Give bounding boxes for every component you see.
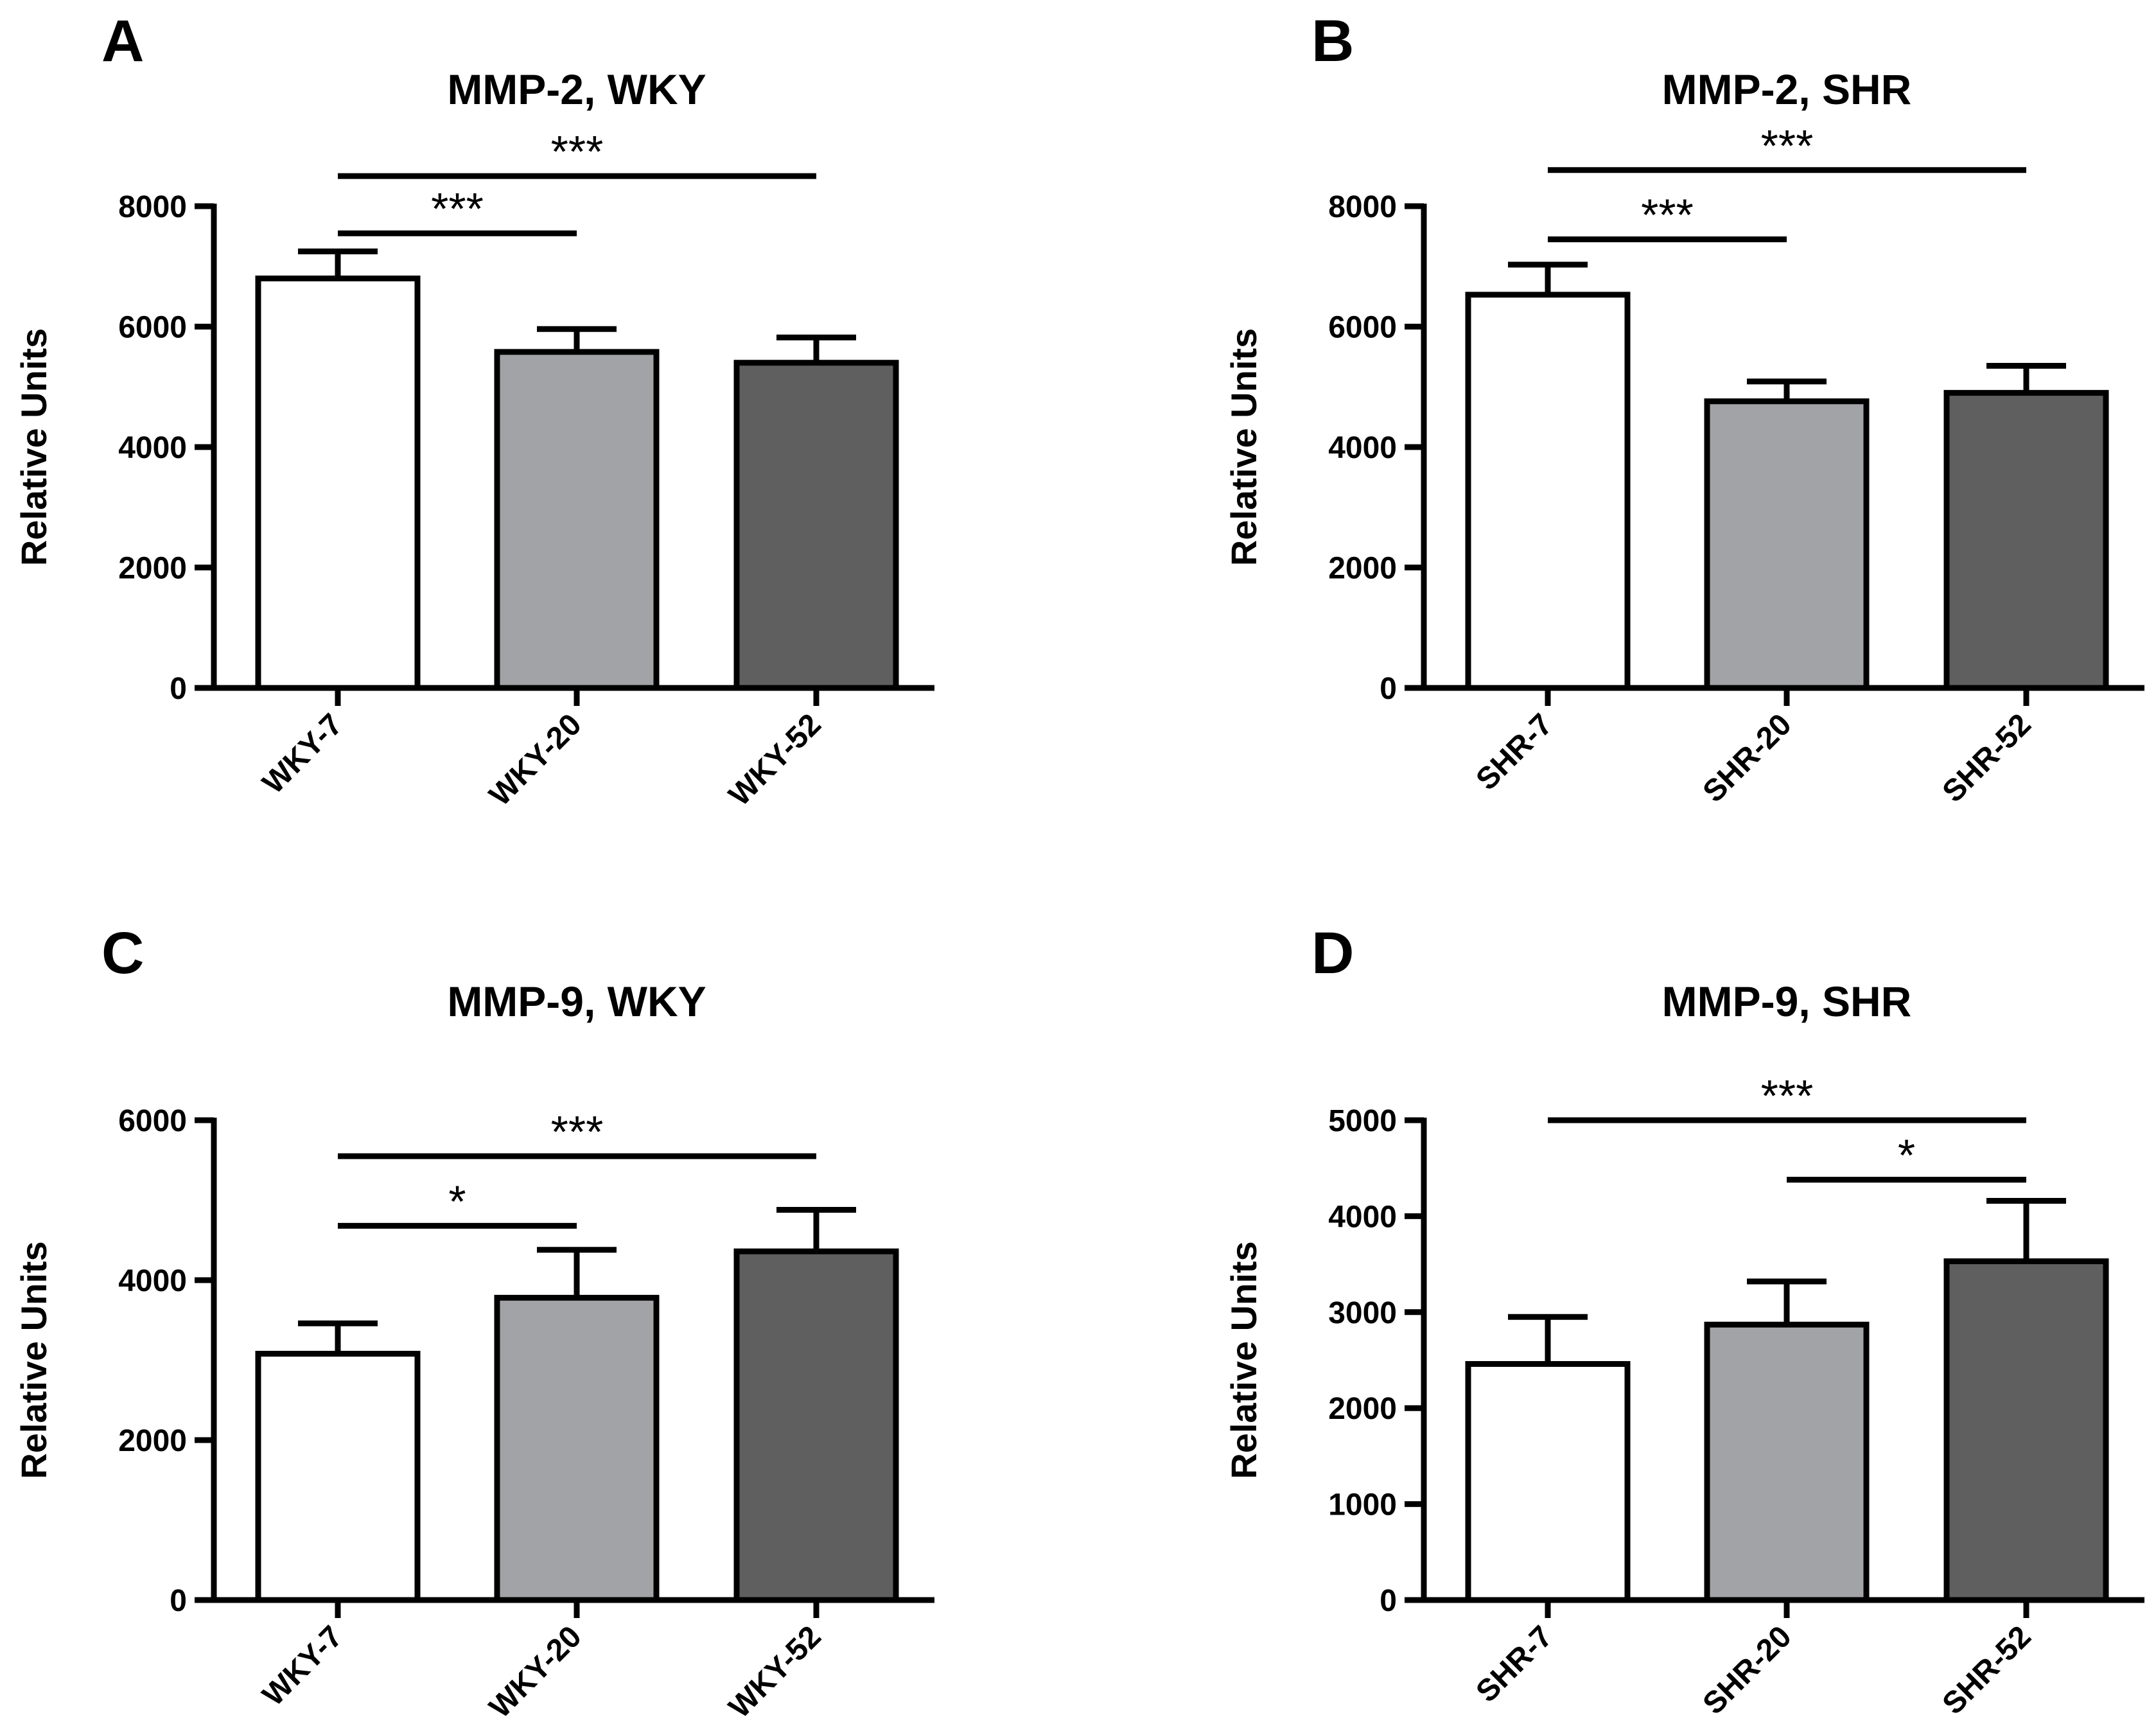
bar xyxy=(1465,292,1631,691)
significance-label: *** xyxy=(551,127,604,177)
bar xyxy=(1704,1321,1870,1603)
y-axis-label: Relative Units xyxy=(13,1241,54,1479)
y-tick-label: 4000 xyxy=(118,1264,187,1298)
significance-label: *** xyxy=(1641,190,1694,240)
category-label: WKY-7 xyxy=(256,1619,349,1712)
chart-title: MMP-9, WKY xyxy=(447,978,706,1025)
bar xyxy=(255,276,421,691)
significance-label: * xyxy=(448,1176,466,1226)
category-label: WKY-52 xyxy=(723,1619,828,1725)
panel-letter: D xyxy=(1311,920,1354,986)
bar xyxy=(733,1248,899,1603)
bar xyxy=(1465,1360,1631,1603)
significance-label: *** xyxy=(431,184,484,234)
panel-d: D MMP-9, SHR Relative Units 0 1000 2000 3000 40… xyxy=(1223,920,2144,1721)
panel-a: A MMP-2, WKY Relative Units 0 2000 4000 6000 80… xyxy=(13,8,934,813)
y-tick-label: 2000 xyxy=(118,552,187,586)
y-tick-label: 0 xyxy=(170,672,187,706)
y-tick-label: 8000 xyxy=(118,190,187,224)
y-tick-label: 0 xyxy=(170,1584,187,1618)
y-tick-label: 0 xyxy=(1380,1584,1397,1618)
category-label: SHR-20 xyxy=(1697,707,1798,809)
panel-b: B MMP-2, SHR Relative Units 0 2000 4000 6000 80… xyxy=(1223,8,2144,809)
y-tick-label: 6000 xyxy=(1328,311,1397,345)
y-axis-label: Relative Units xyxy=(1223,328,1264,566)
y-axis-label: Relative Units xyxy=(1223,1241,1264,1479)
bar xyxy=(1704,398,1870,691)
y-tick-label: 4000 xyxy=(1328,1200,1397,1234)
chart-title: MMP-2, SHR xyxy=(1662,66,1912,113)
significance-label: * xyxy=(1898,1130,1915,1181)
panel-c: C MMP-9, WKY Relative Units 0 2000 4000 6000 WK… xyxy=(13,920,934,1725)
y-tick-label: 3000 xyxy=(1328,1296,1397,1330)
category-label: SHR-20 xyxy=(1697,1619,1798,1721)
bar xyxy=(1943,1258,2109,1603)
significance-label: *** xyxy=(1761,1071,1814,1121)
bar xyxy=(733,360,899,691)
category-label: SHR-7 xyxy=(1469,1619,1559,1709)
chart-title: MMP-2, WKY xyxy=(447,66,706,113)
bar xyxy=(494,1294,660,1603)
bar xyxy=(255,1351,421,1603)
y-tick-label: 5000 xyxy=(1328,1104,1397,1138)
panel-letter: B xyxy=(1311,8,1354,74)
y-tick-label: 6000 xyxy=(118,311,187,345)
y-tick-label: 4000 xyxy=(118,431,187,465)
significance-label: *** xyxy=(551,1107,604,1157)
category-label: WKY-52 xyxy=(723,707,828,813)
significance-label: *** xyxy=(1761,121,1814,171)
category-label: SHR-7 xyxy=(1469,707,1559,796)
category-label: WKY-7 xyxy=(256,707,349,800)
y-tick-label: 6000 xyxy=(118,1104,187,1138)
y-tick-label: 4000 xyxy=(1328,431,1397,465)
y-tick-label: 2000 xyxy=(118,1424,187,1458)
category-label: WKY-20 xyxy=(483,707,588,813)
y-tick-label: 2000 xyxy=(1328,552,1397,586)
y-tick-label: 2000 xyxy=(1328,1392,1397,1426)
y-tick-label: 0 xyxy=(1380,672,1397,706)
chart-title: MMP-9, SHR xyxy=(1662,978,1912,1025)
bar xyxy=(494,349,660,691)
y-tick-label: 8000 xyxy=(1328,190,1397,224)
bar xyxy=(1943,390,2109,691)
category-label: SHR-52 xyxy=(1936,707,2038,809)
panel-letter: A xyxy=(101,8,144,74)
y-axis-label: Relative Units xyxy=(13,328,54,566)
category-label: SHR-52 xyxy=(1936,1619,2038,1721)
category-label: WKY-20 xyxy=(483,1619,588,1725)
y-tick-label: 1000 xyxy=(1328,1488,1397,1522)
panel-letter: C xyxy=(101,920,144,986)
